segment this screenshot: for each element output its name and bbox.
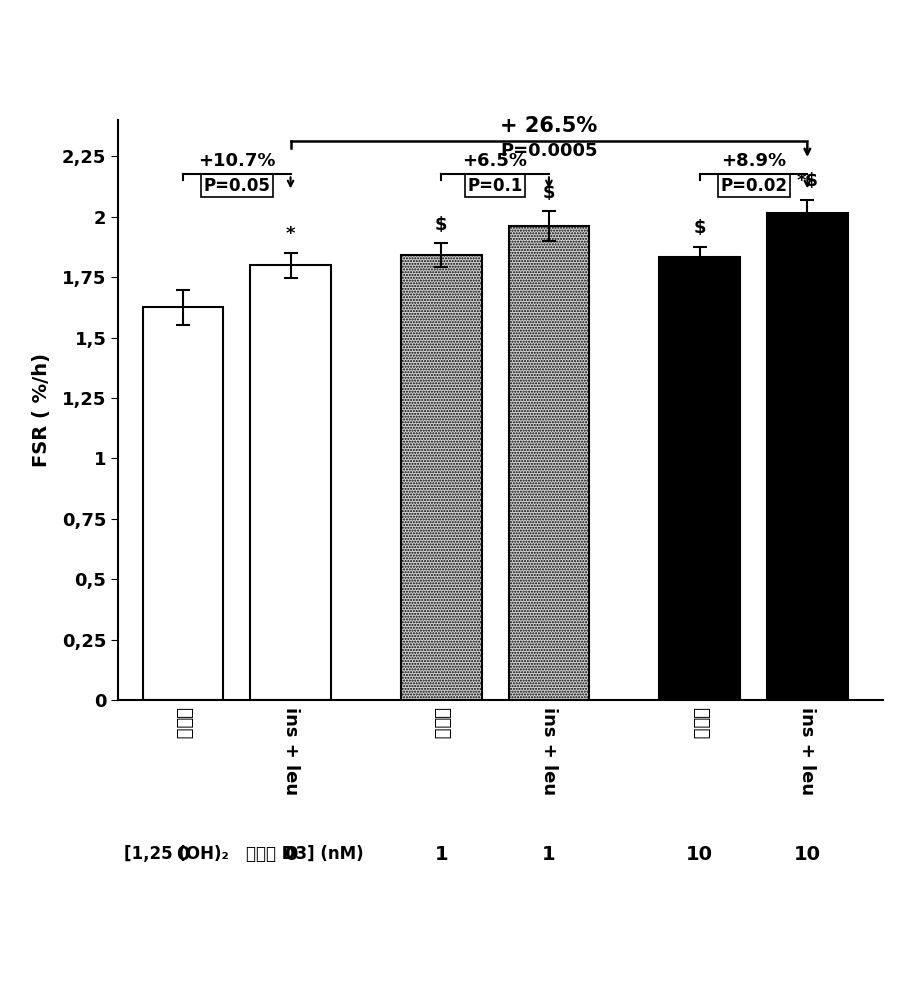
Text: $: $ — [435, 216, 448, 234]
Text: 10: 10 — [686, 845, 713, 864]
Text: P=0.1: P=0.1 — [468, 177, 523, 195]
Text: [1,25 (OH)₂   维生素 D3] (nM): [1,25 (OH)₂ 维生素 D3] (nM) — [124, 845, 363, 863]
Text: +8.9%: +8.9% — [721, 152, 786, 170]
Bar — [401, 255, 481, 700]
Text: *$: *$ — [796, 172, 818, 190]
Bar — [509, 226, 590, 700]
Text: +10.7%: +10.7% — [198, 152, 276, 170]
Y-axis label: FSR ( %/h): FSR ( %/h) — [32, 353, 51, 467]
Text: 0: 0 — [284, 845, 298, 864]
Bar — [660, 257, 740, 700]
Text: 0: 0 — [177, 845, 189, 864]
Text: 1: 1 — [434, 845, 448, 864]
Text: 1: 1 — [542, 845, 556, 864]
Text: *: * — [286, 225, 296, 243]
Text: P=0.02: P=0.02 — [720, 177, 787, 195]
Text: 10: 10 — [794, 845, 821, 864]
Bar — [767, 213, 848, 700]
Text: $: $ — [542, 184, 555, 202]
Text: $: $ — [693, 219, 706, 237]
Text: P=0.0005: P=0.0005 — [501, 142, 598, 160]
Bar — [250, 265, 331, 700]
Text: P=0.05: P=0.05 — [203, 177, 270, 195]
Text: +6.5%: +6.5% — [462, 152, 528, 170]
Text: + 26.5%: + 26.5% — [501, 116, 598, 136]
Bar — [143, 307, 223, 700]
